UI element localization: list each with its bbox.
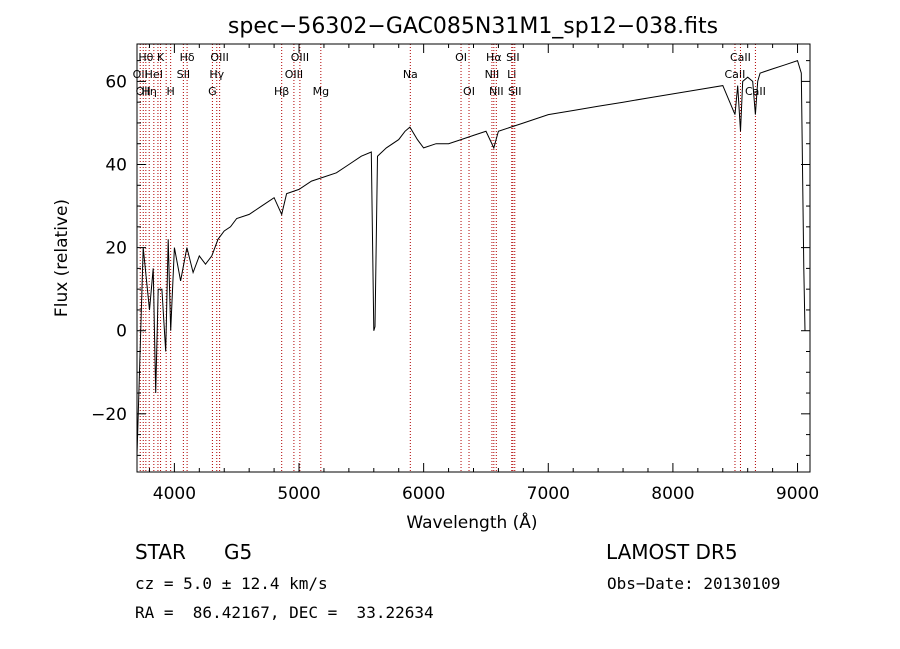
object-class: STAR [135,540,186,564]
line-marker-label: Hδ [180,51,195,64]
plot-frame [136,43,811,473]
chart-title: spec−56302−GAC085N31M1_sp12−038.fits [228,14,718,39]
line-marker-label: Na [403,68,418,81]
x-tick-label: 8000 [651,484,694,504]
line-marker-label: NII [489,85,504,98]
line-marker-label: Hβ [274,85,289,98]
y-tick-label: 20 [105,239,127,259]
line-marker-label: OIII [210,51,228,64]
observation-date: Obs−Date: 20130109 [607,574,781,593]
line-marker-label: SII [508,85,521,98]
x-tick-label: 4000 [153,484,196,504]
object-subclass: G5 [224,540,253,564]
survey-name: LAMOST DR5 [606,540,738,564]
line-marker-label: CaII [725,68,746,81]
line-marker-label: CaII [730,51,751,64]
x-tick-label: 7000 [527,484,570,504]
x-axis-label: Wavelength (Å) [406,511,537,533]
line-marker-label: OIII [285,68,303,81]
coordinates: RA = 86.42167, DEC = 33.22634 [135,603,434,622]
line-marker-label: Mg [313,85,329,98]
line-marker-label: Hγ [209,68,224,81]
y-tick-label: −20 [91,405,127,425]
x-tick-label: 6000 [402,484,445,504]
line-marker-label: Hη [142,85,157,98]
line-marker-label: Hα [486,51,502,64]
line-marker-label: CaII [745,85,766,98]
line-marker-label: OI [455,51,467,64]
line-marker-label: NII [485,68,500,81]
axes: 4000 5000 6000 7000 8000 9000 −20 0 20 40 60 [91,44,819,504]
y-tick-label: 0 [116,322,127,342]
emission-line-markers: OIIOIIHθHηHeIKHSIIHδGHγOIIIHβOIIIOIIIMgN… [133,44,766,472]
spectrum-series [136,59,806,456]
line-marker-label: H [167,85,175,98]
x-tick-label: 5000 [277,484,320,504]
y-tick-label: 40 [105,156,127,176]
line-marker-label: OIII [291,51,309,64]
y-tick-label: 60 [105,72,127,92]
redshift-velocity: cz = 5.0 ± 12.4 km/s [135,574,328,593]
line-marker-label: G [208,85,217,98]
line-marker-label: SII [177,68,190,81]
line-marker-label: OII [133,68,148,81]
spectrum-line [136,59,806,456]
line-marker-label: K [157,51,165,64]
line-marker-label: Hθ [138,51,153,64]
line-marker-label: SII [506,51,519,64]
line-marker-label: Li [507,68,516,81]
y-axis-label: Flux (relative) [52,199,72,317]
line-marker-label: OII [136,85,151,98]
line-marker-label: OI [463,85,475,98]
x-tick-label: 9000 [776,484,819,504]
